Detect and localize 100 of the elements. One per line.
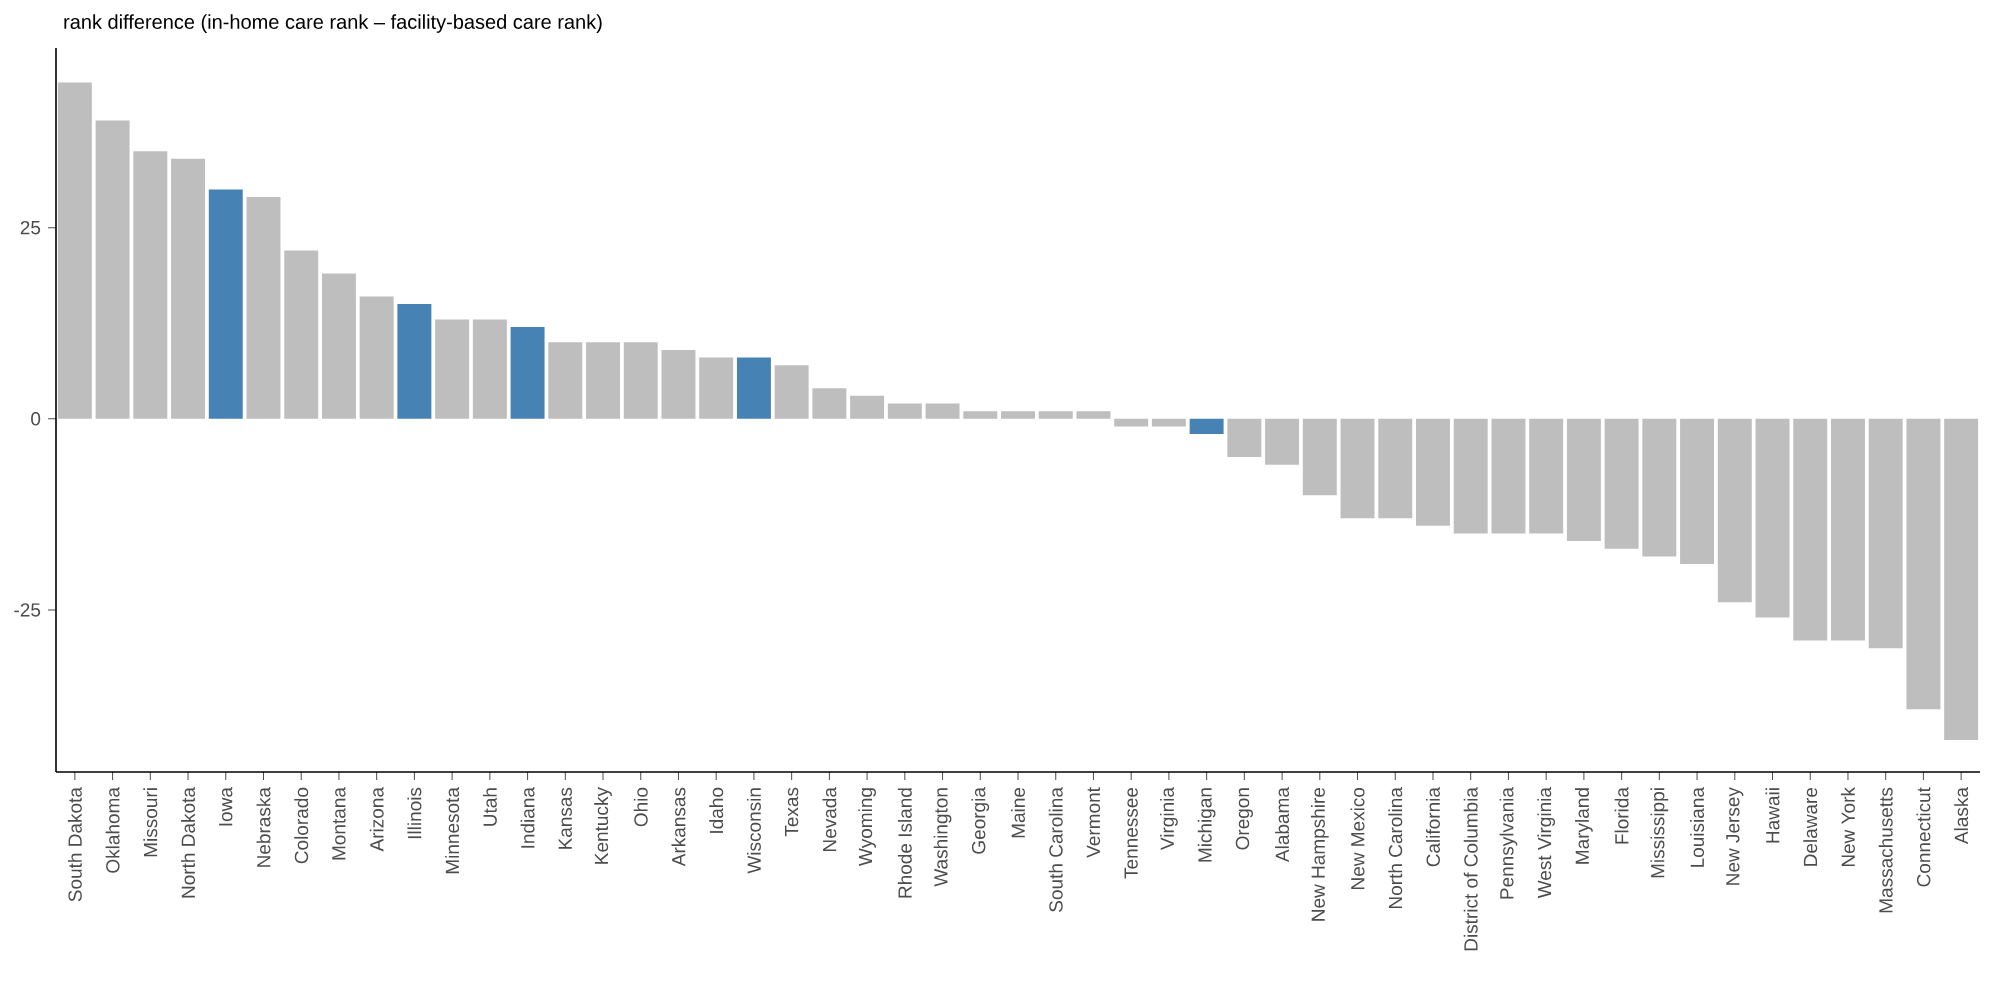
bar — [1340, 418, 1375, 519]
bar — [1793, 418, 1828, 641]
x-tick-label: Idaho — [709, 787, 724, 833]
x-tick-label: North Carolina — [1388, 787, 1403, 908]
bar — [1001, 411, 1035, 419]
x-tick-label: Pennsylvania — [1499, 787, 1518, 899]
bar — [699, 357, 734, 419]
bar — [133, 151, 168, 419]
x-tick-label: Texas — [785, 787, 799, 837]
bar — [1265, 418, 1300, 465]
bar — [208, 189, 243, 419]
bar — [510, 327, 545, 419]
x-tick-label: Massachusetts — [1878, 787, 1893, 913]
bar — [1717, 418, 1752, 603]
bar — [284, 250, 319, 419]
bar — [1566, 418, 1601, 542]
x-tick-label: Maryland — [1575, 788, 1593, 864]
bar — [1491, 418, 1526, 534]
x-tick-label: District of Columbia — [1463, 787, 1478, 951]
x-tick-label: Oklahoma — [105, 787, 120, 873]
bar — [774, 365, 809, 419]
bar — [1830, 418, 1865, 641]
bar — [1038, 411, 1073, 419]
x-tick-label: Maine — [1011, 787, 1025, 838]
x-tick-label: Washington — [933, 788, 952, 887]
x-tick-label: Tennessee — [1124, 787, 1138, 879]
x-tick-label: Colorado — [294, 787, 309, 864]
bar — [397, 304, 432, 419]
x-tick-label: Michigan — [1197, 788, 1216, 862]
x-tick-label: Kentucky — [594, 787, 612, 864]
x-tick-label: South Carolina — [1048, 787, 1063, 912]
x-tick-label: Nebraska — [256, 787, 271, 867]
x-tick-label: North Dakota — [181, 787, 196, 898]
x-tick-label: South Dakota — [67, 787, 82, 902]
x-tick-label: Florida — [1614, 787, 1629, 844]
x-tick-label: Arizona — [369, 787, 384, 852]
bar — [1868, 418, 1903, 649]
bar — [1378, 418, 1413, 519]
bar — [1944, 418, 1979, 740]
x-tick-label: Vermont — [1086, 787, 1101, 858]
bar — [1416, 418, 1450, 526]
x-tick-label: Alaska — [1954, 787, 1969, 845]
x-tick-label: Arkansas — [671, 787, 686, 867]
x-tick-label: Minnesota — [445, 787, 460, 874]
x-tick-label: New York — [1840, 787, 1855, 867]
bar — [925, 403, 960, 419]
bar — [435, 319, 470, 419]
bar — [548, 342, 583, 419]
bar — [661, 349, 696, 419]
x-tick-label: Wisconsin — [746, 788, 761, 874]
x-tick-label: Kansas — [558, 787, 572, 849]
bar — [95, 120, 130, 419]
x-tick-label: Utah — [482, 788, 497, 826]
bar — [623, 342, 658, 419]
y-tick-label: 25 — [20, 220, 41, 235]
bar — [57, 82, 92, 419]
x-tick-label: Indiana — [520, 787, 535, 848]
x-tick-label: Rhode Island — [897, 788, 912, 898]
x-tick-label: Missouri — [143, 788, 158, 857]
x-tick-label: Alabama — [1275, 787, 1290, 863]
bar — [472, 319, 507, 419]
x-tick-label: New Mexico — [1350, 787, 1365, 889]
x-tick-label: New Hampshire — [1310, 787, 1329, 921]
x-tick-label: Oregon — [1235, 788, 1253, 850]
bar — [1227, 418, 1262, 458]
bar — [1906, 418, 1941, 710]
x-tick-label: Georgia — [971, 787, 990, 854]
bar — [736, 357, 771, 419]
bar — [850, 395, 885, 419]
x-tick-label: Virginia — [1160, 787, 1178, 850]
x-tick-label: Connecticut — [1916, 787, 1931, 887]
bar — [1642, 418, 1677, 557]
bar — [963, 411, 998, 419]
bar — [1755, 418, 1790, 618]
bar — [812, 388, 847, 419]
bar — [586, 342, 620, 419]
bar — [1604, 418, 1639, 549]
y-axis-title: rank difference (in-home care rank – facility-based care rank) — [64, 14, 602, 33]
bar — [1151, 418, 1186, 427]
bar — [1453, 418, 1488, 534]
x-tick-label: California — [1426, 787, 1440, 867]
bar — [321, 273, 356, 419]
bar — [1302, 418, 1337, 496]
y-tick-label: -25 — [14, 603, 41, 617]
bar — [1529, 418, 1564, 534]
x-tick-label: Mississippi — [1650, 788, 1669, 878]
x-tick-label: New Jersey — [1726, 787, 1744, 885]
bar — [171, 158, 206, 419]
bar — [359, 296, 394, 419]
x-tick-label: Iowa — [219, 787, 233, 826]
bar — [887, 403, 922, 419]
x-tick-label: Montana — [332, 787, 346, 860]
bar — [246, 197, 281, 419]
x-tick-label: Illinois — [407, 787, 422, 839]
x-tick-label: Wyoming — [858, 788, 876, 866]
x-tick-label: Ohio — [633, 787, 648, 827]
x-tick-label: Nevada — [822, 787, 837, 851]
bar — [1114, 418, 1149, 427]
bar — [1680, 418, 1715, 565]
x-tick-label: Hawaii — [1765, 788, 1780, 843]
